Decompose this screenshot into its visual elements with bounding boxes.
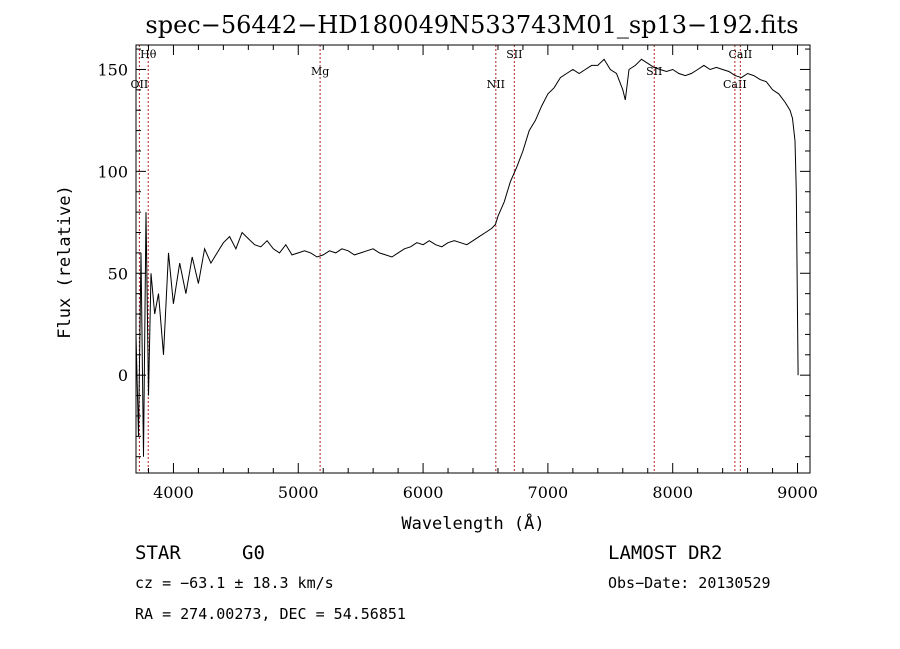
- spectral-line-label: NII: [487, 78, 505, 91]
- x-tick-label: 4000: [153, 483, 194, 502]
- obs-date: Obs−Date: 20130529: [608, 574, 771, 592]
- x-tick-label: 6000: [403, 483, 444, 502]
- x-axis-label: Wavelength (Å): [401, 512, 544, 534]
- axes-layer: 4000 5000 6000 7000 8000 9000 0 50 100 150: [97, 45, 818, 502]
- chart-title: spec−56442−HD180049N533743M01_sp13−192.f…: [145, 11, 798, 39]
- spectral-lines-layer: OII Hθ Mg NII SII SII CaII CaII: [131, 45, 753, 473]
- spectral-line-label: SII: [506, 48, 522, 61]
- y-tick-label: 50: [108, 264, 128, 283]
- spectral-line-label: Hθ: [140, 48, 157, 61]
- survey-name: LAMOST DR2: [608, 542, 722, 564]
- spectral-line-label: CaII: [729, 48, 753, 61]
- redshift-cz: cz = −63.1 ± 18.3 km/s: [135, 574, 334, 592]
- x-tick-label: 7000: [528, 483, 569, 502]
- series-layer: [135, 58, 799, 457]
- plot-frame: [135, 44, 811, 474]
- spectral-line-label: Mg: [311, 65, 329, 78]
- x-tick-label: 9000: [777, 483, 818, 502]
- spectral-line-label: OII: [131, 78, 149, 91]
- coordinates: RA = 274.00273, DEC = 54.56851: [135, 605, 406, 623]
- object-subclass: G0: [242, 542, 265, 564]
- spectrum-series-line: [135, 58, 799, 457]
- y-tick-label: 0: [118, 366, 128, 385]
- x-tick-label: 5000: [278, 483, 319, 502]
- spectral-line-label: CaII: [723, 78, 747, 91]
- y-axis-label: Flux (relative): [55, 185, 75, 339]
- y-tick-label: 150: [97, 60, 128, 79]
- spectral-line-label: SII: [646, 65, 662, 78]
- y-tick-label: 100: [97, 162, 128, 181]
- x-tick-label: 8000: [652, 483, 693, 502]
- object-class: STAR: [135, 542, 181, 564]
